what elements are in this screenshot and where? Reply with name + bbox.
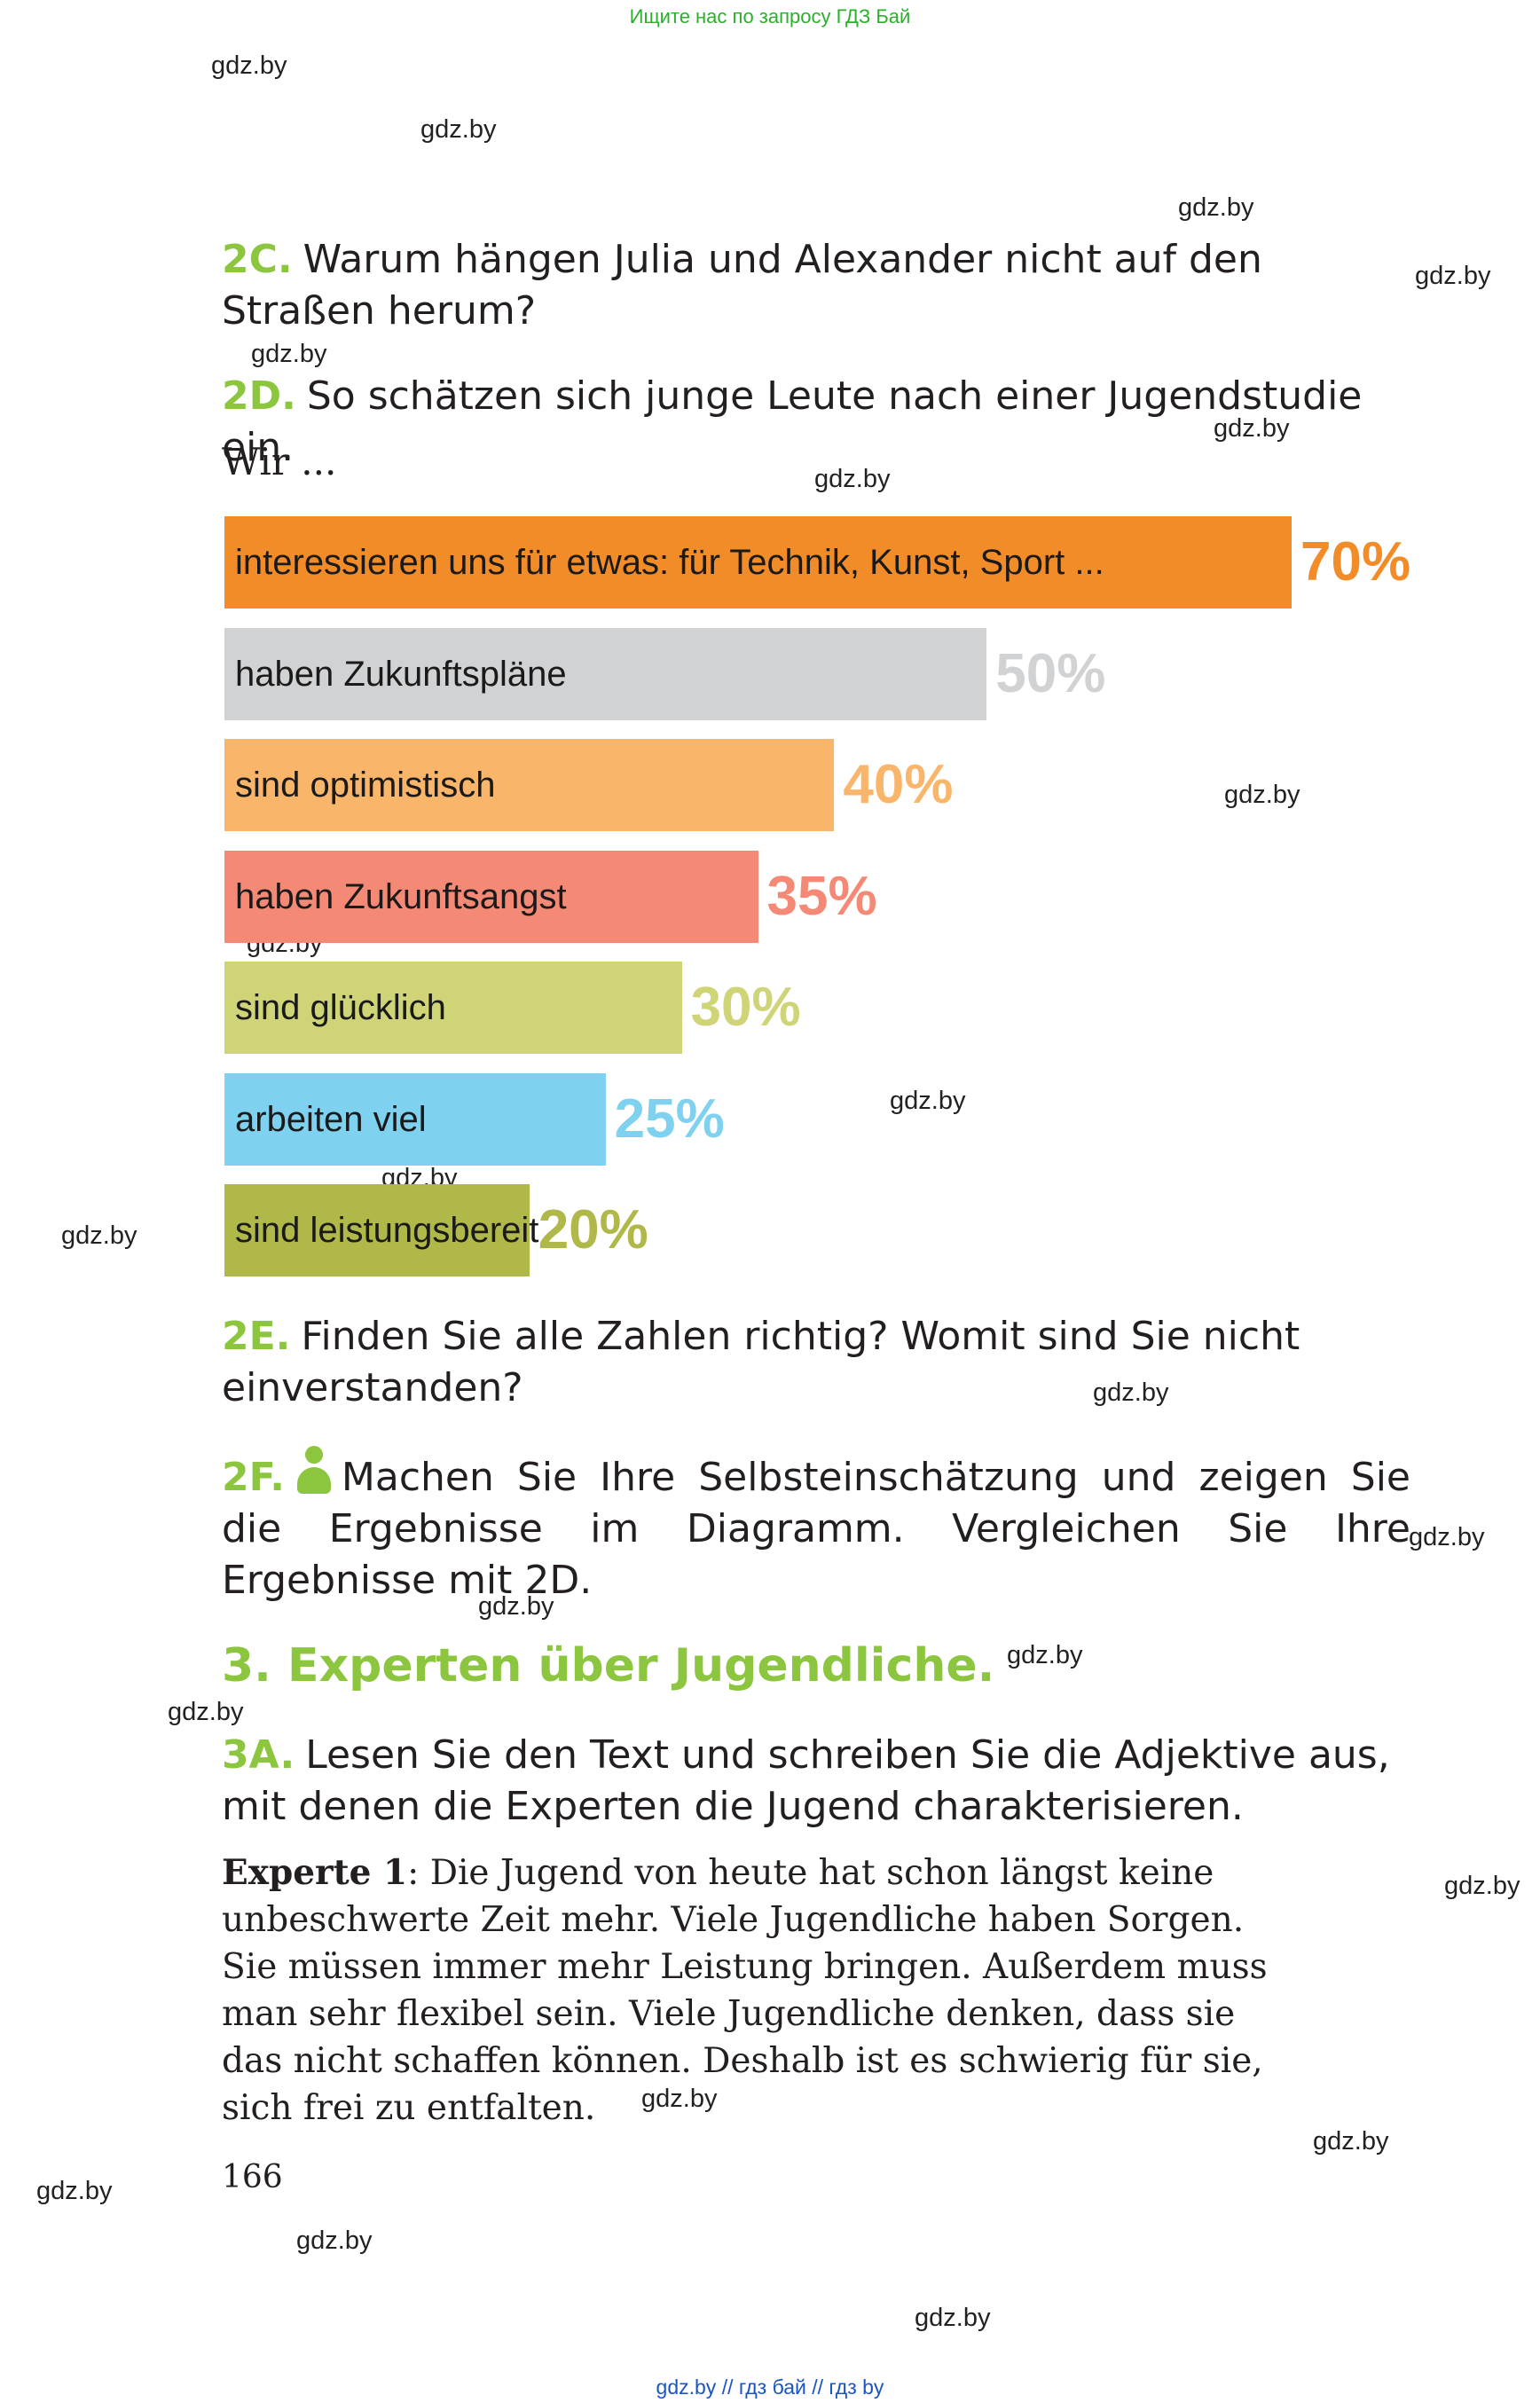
bar-label: sind glücklich bbox=[235, 988, 446, 1027]
top-search-banner[interactable]: Ищите нас по запросу ГДЗ Бай bbox=[629, 5, 911, 27]
bar-value-label: 20% bbox=[538, 1199, 648, 1260]
chart-bar: sind glücklich bbox=[224, 962, 682, 1054]
task-text: So schätzen sich junge Leute nach einer … bbox=[222, 373, 1363, 470]
watermark: gdz.by bbox=[1415, 262, 1491, 290]
bar-value-label: 40% bbox=[843, 754, 954, 815]
section-number: 3. bbox=[222, 1639, 271, 1692]
bar-chart: interessieren uns für etwas: für Technik… bbox=[224, 516, 1411, 1276]
chart-bar: sind leistungsbereit bbox=[224, 1184, 538, 1276]
watermark: gdz.by bbox=[915, 2304, 991, 2332]
watermark: gdz.by bbox=[1224, 781, 1300, 809]
task-text: Warum hängen Julia und Alexander nicht a… bbox=[222, 237, 1262, 334]
expert-body: : Die Jugend von heute hat schon längst … bbox=[222, 1853, 1268, 2128]
watermark: gdz.by bbox=[641, 2085, 718, 2113]
watermark: gdz.by bbox=[890, 1087, 966, 1115]
watermark: gdz.by bbox=[1178, 193, 1254, 222]
task-number: 2C. bbox=[222, 237, 293, 282]
expert-text: Experte 1: Die Jugend von heute hat scho… bbox=[222, 1849, 1304, 2132]
task-number: 2E. bbox=[222, 1314, 291, 1359]
task-number: 3A. bbox=[222, 1732, 295, 1778]
task-text: Machen Sie Ihre Selbsteinschätzung und z… bbox=[222, 1455, 1410, 1603]
chart-bar: sind optimistisch bbox=[224, 739, 835, 831]
bar-label: sind leistungsbereit bbox=[235, 1211, 539, 1250]
task-number: 2F. bbox=[222, 1455, 285, 1500]
bar-label: sind optimistisch bbox=[235, 766, 496, 805]
watermark: gdz.by bbox=[420, 115, 497, 144]
watermark: gdz.by bbox=[1409, 1523, 1485, 1551]
task-number: 2D. bbox=[222, 373, 296, 419]
bar-label: interessieren uns für etwas: für Technik… bbox=[235, 543, 1104, 582]
bottom-links[interactable]: gdz.by // гдз бай // гдз by bbox=[656, 2376, 884, 2399]
bar-value-label: 25% bbox=[614, 1088, 725, 1150]
task-2f: 2F. Machen Sie Ihre Selbsteinschätzung un… bbox=[222, 1446, 1410, 1606]
bar-value-label: 50% bbox=[995, 642, 1106, 704]
watermark: gdz.by bbox=[36, 2177, 113, 2205]
section-title: Experten über Jugendliche. bbox=[287, 1639, 995, 1692]
watermark: gdz.by bbox=[1214, 414, 1290, 443]
chart-bar: interessieren uns für etwas: für Technik… bbox=[224, 516, 1292, 609]
watermark: gdz.by bbox=[1093, 1378, 1169, 1407]
watermark: gdz.by bbox=[1007, 1641, 1083, 1669]
section-heading: 3. Experten über Jugendliche. bbox=[222, 1639, 994, 1692]
chart-bar: haben Zukunftspläne bbox=[224, 627, 987, 720]
watermark: gdz.by bbox=[814, 465, 891, 493]
page-number: 166 bbox=[222, 2159, 283, 2195]
watermark: gdz.by bbox=[211, 51, 287, 80]
chart-bar: haben Zukunftsangst bbox=[224, 850, 758, 943]
watermark: gdz.by bbox=[251, 340, 327, 368]
bar-label: haben Zukunftspläne bbox=[235, 654, 567, 694]
task-3a: 3A. Lesen Sie den Text und schreiben Sie … bbox=[222, 1730, 1410, 1833]
watermark: gdz.by bbox=[61, 1221, 138, 1250]
task-text: Lesen Sie den Text und schreiben Sie die… bbox=[222, 1732, 1390, 1829]
bar-value-label: 30% bbox=[690, 977, 801, 1038]
watermark: gdz.by bbox=[478, 1592, 554, 1621]
watermark: gdz.by bbox=[1444, 1872, 1520, 1900]
task-text: Finden Sie alle Zahlen richtig? Womit si… bbox=[222, 1314, 1300, 1410]
bar-label: haben Zukunftsangst bbox=[235, 876, 567, 916]
bar-label: arbeiten viel bbox=[235, 1099, 427, 1139]
bar-value-label: 70% bbox=[1300, 531, 1411, 593]
watermark: gdz.by bbox=[296, 2226, 373, 2255]
task-2e: 2E. Finden Sie alle Zahlen richtig? Womit… bbox=[222, 1311, 1410, 1414]
chart-intro: Wir ... bbox=[222, 440, 337, 483]
task-2d: 2D. So schätzen sich junge Leute nach ein… bbox=[222, 371, 1410, 474]
task-2c: 2C. Warum hängen Julia und Alexander nich… bbox=[222, 234, 1410, 337]
watermark: gdz.by bbox=[168, 1698, 244, 1726]
chart-bar: arbeiten viel bbox=[224, 1072, 606, 1166]
person-icon bbox=[295, 1446, 333, 1496]
expert-label: Experte 1 bbox=[222, 1852, 408, 1893]
bar-value-label: 35% bbox=[766, 865, 877, 927]
watermark: gdz.by bbox=[1313, 2127, 1389, 2156]
